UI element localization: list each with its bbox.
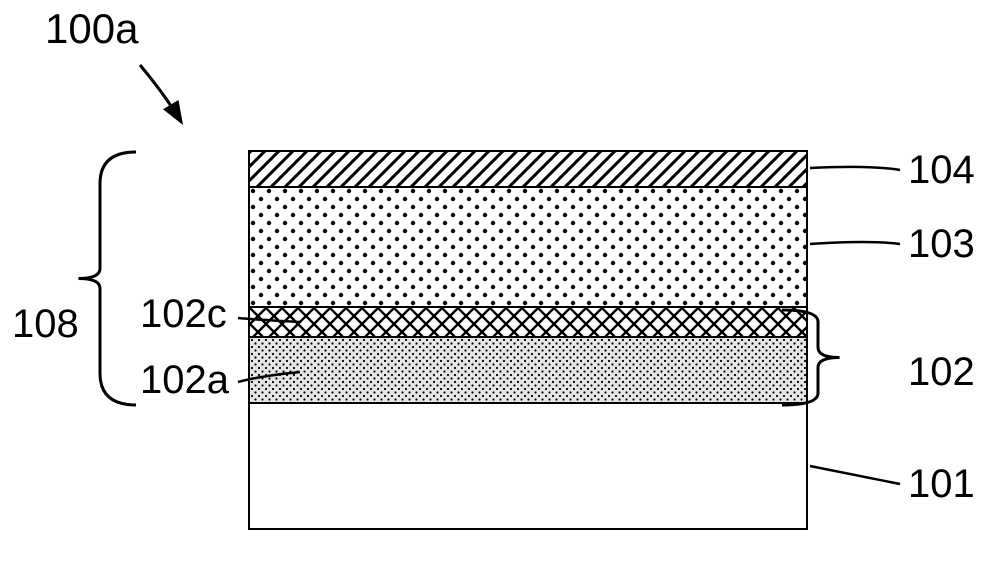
group-label-108: 108 (12, 302, 79, 347)
group-label-102: 102 (908, 350, 975, 395)
label-102c: 102c (140, 292, 227, 337)
overlay-svg (0, 0, 1000, 569)
label-104: 104 (908, 148, 975, 193)
label-103: 103 (908, 222, 975, 267)
label-102a: 102a (140, 358, 229, 403)
diagram-stage: 100a 101103104102c102a102108 (0, 0, 1000, 569)
label-101: 101 (908, 462, 975, 507)
